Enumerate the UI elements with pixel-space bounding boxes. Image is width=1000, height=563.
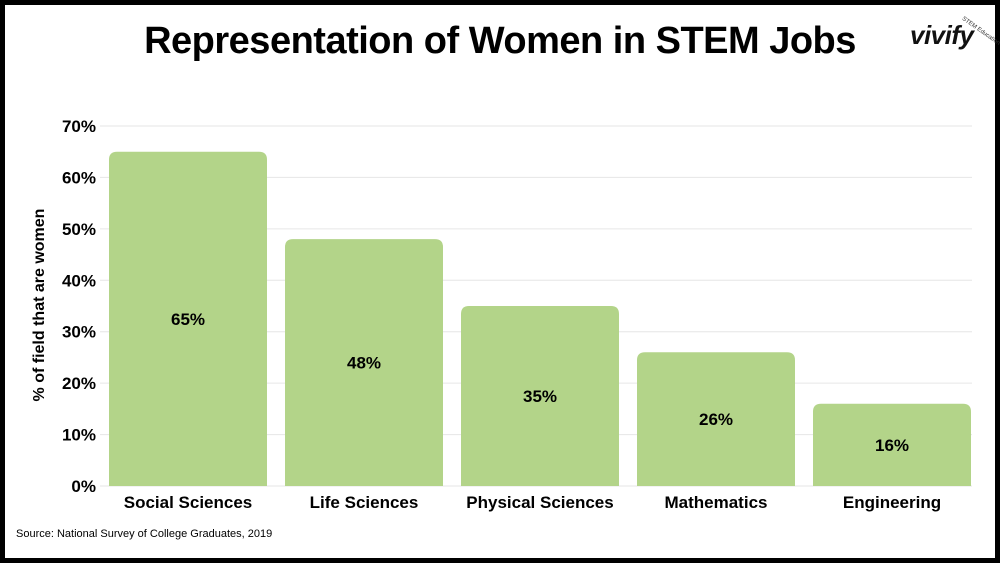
chart-title: Representation of Women in STEM Jobs (144, 20, 856, 62)
data-label: 65% (171, 310, 205, 329)
x-tick-label: Life Sciences (310, 493, 419, 512)
bar (813, 403, 971, 486)
y-tick-label: 30% (62, 323, 96, 342)
bar (637, 352, 795, 486)
x-tick-label: Mathematics (665, 493, 768, 512)
vivify-logo: vivify STEM Education (902, 16, 1000, 56)
bar (285, 239, 443, 486)
bar (109, 151, 267, 486)
x-tick-label: Engineering (843, 493, 941, 512)
y-tick-label: 50% (62, 220, 96, 239)
logo-wordmark: vivify (910, 20, 974, 50)
bar (461, 306, 619, 486)
data-label: 48% (347, 354, 381, 373)
y-tick-label: 40% (62, 271, 96, 290)
source-note: Source: National Survey of College Gradu… (16, 528, 273, 540)
y-tick-label: 70% (62, 117, 96, 136)
y-tick-label: 10% (62, 426, 96, 445)
x-tick-label: Physical Sciences (466, 493, 613, 512)
data-label: 26% (699, 410, 733, 429)
y-tick-label: 60% (62, 168, 96, 187)
y-tick-label: 20% (62, 374, 96, 393)
y-tick-label: 0% (71, 477, 96, 496)
data-label: 16% (875, 436, 909, 455)
x-tick-label: Social Sciences (124, 493, 253, 512)
data-label: 35% (523, 387, 557, 406)
